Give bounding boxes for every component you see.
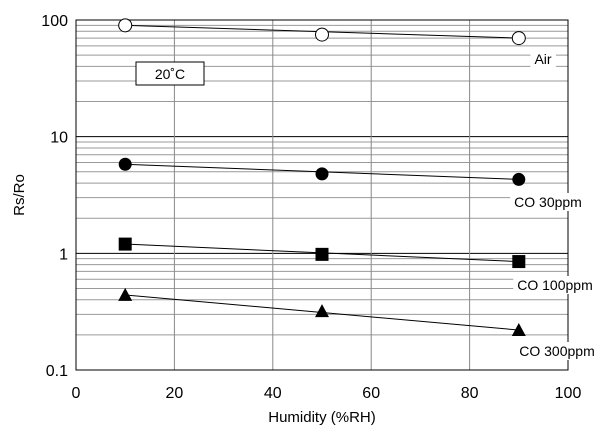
x-tick-label: 0 <box>72 385 81 402</box>
series-3: CO 300ppm <box>118 287 599 360</box>
data-series: Air CO 30ppm CO 100ppm CO 300ppm <box>118 18 599 360</box>
x-tick-label: 40 <box>264 385 282 402</box>
data-point-open-circle <box>315 27 329 42</box>
data-point-open-circle <box>118 18 133 33</box>
series-label-background <box>515 342 599 360</box>
series-label: CO 300ppm <box>519 343 594 359</box>
y-tick-label: 0.1 <box>46 363 68 380</box>
x-tick-label: 100 <box>555 385 582 402</box>
x-tick-label: 60 <box>362 385 380 402</box>
annotation-temperature: 20˚C <box>135 61 205 86</box>
data-point-filled-square <box>315 247 329 261</box>
x-axis-title: Humidity (%RH) <box>268 409 376 426</box>
series-2: CO 100ppm <box>118 237 597 294</box>
data-point-filled-circle <box>315 167 329 181</box>
annotation-box <box>135 61 205 86</box>
series-label: CO 100ppm <box>517 277 592 293</box>
data-point-filled-square <box>512 255 526 269</box>
y-tick-label: 1 <box>59 246 68 263</box>
series-label: Air <box>534 51 551 67</box>
series-label-background <box>513 276 597 294</box>
x-tick-label: 20 <box>166 385 184 402</box>
annotation-text: 20˚C <box>155 66 185 82</box>
y-tick-label: 10 <box>50 130 68 147</box>
y-axis-title: Rs/Ro <box>11 174 28 216</box>
data-point-filled-triangle <box>118 287 133 301</box>
series-1: CO 30ppm <box>118 157 586 211</box>
x-tick-label: 80 <box>461 385 479 402</box>
tick-labels: 0 20 40 60 80 100 0.1 1 10 100 <box>41 13 581 402</box>
data-point-filled-triangle <box>511 323 526 337</box>
series-label: CO 30ppm <box>514 194 582 210</box>
data-point-filled-triangle <box>315 304 329 318</box>
y-tick-label: 100 <box>41 13 68 30</box>
series-label-background <box>510 193 586 211</box>
series-label-background <box>530 50 556 68</box>
series-0: Air <box>118 18 556 68</box>
data-point-open-circle <box>511 31 526 46</box>
data-point-filled-circle <box>118 157 132 171</box>
data-point-filled-circle <box>512 172 526 186</box>
data-point-filled-square <box>118 237 132 251</box>
